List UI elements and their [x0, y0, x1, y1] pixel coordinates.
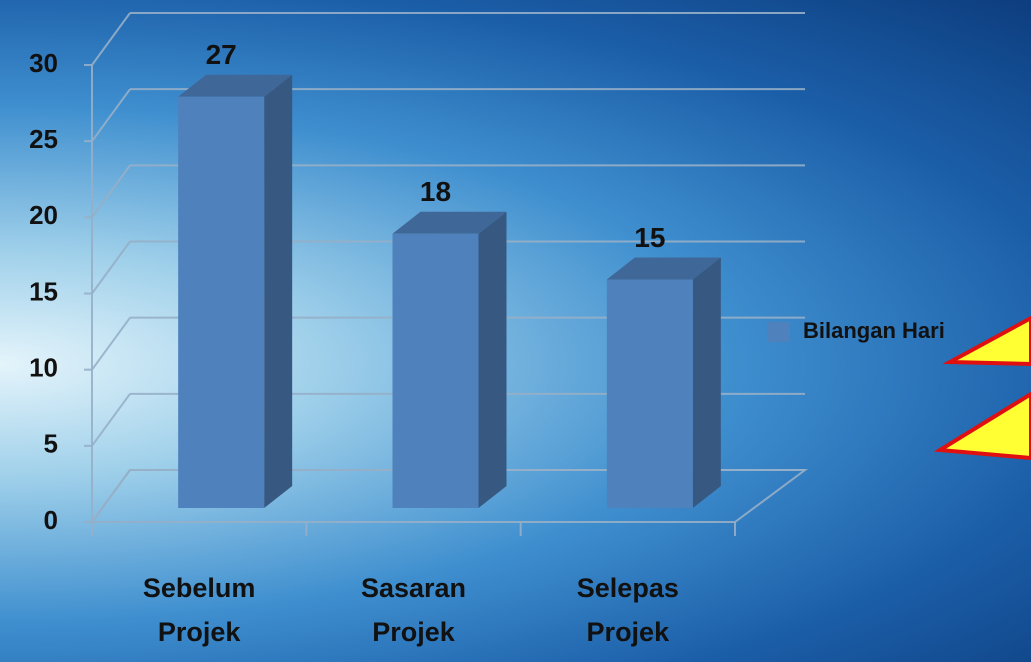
bar-top [178, 74, 293, 97]
bar-side [478, 211, 507, 509]
y-tick-label: 5 [44, 429, 58, 459]
x-tick-label: Selepas Projek [576, 573, 679, 647]
y-tick-label: 30 [29, 48, 58, 78]
y-tick-label: 25 [29, 124, 58, 154]
grid-line [91, 393, 131, 447]
grid-line [91, 12, 131, 66]
y-tick-label: 15 [29, 276, 58, 306]
x-tick-label: Sasaran Projek [360, 573, 467, 647]
y-tick-label: 0 [44, 505, 58, 535]
arrow-shape [942, 315, 1031, 367]
bar-side [692, 257, 721, 508]
bar-top [606, 257, 721, 280]
grid-line [91, 317, 131, 371]
grid-line [91, 240, 131, 295]
y-tick-label: 20 [29, 200, 58, 230]
bar-top [392, 211, 507, 234]
legend-swatch [768, 322, 790, 342]
grid-line [91, 88, 131, 142]
grid-line [91, 469, 131, 523]
bar-side [264, 74, 293, 508]
y-tick-label: 10 [29, 353, 58, 383]
bar [392, 233, 479, 509]
arrow-shape [933, 391, 1031, 461]
legend-label: Bilangan Hari [803, 318, 945, 343]
bar [606, 279, 693, 508]
x-tick-label: Sebelum Projek [142, 573, 256, 647]
grid-line [91, 164, 131, 218]
data-label: 18 [420, 176, 451, 207]
bar [178, 96, 265, 508]
data-label: 15 [634, 222, 665, 253]
data-label: 27 [206, 39, 237, 70]
